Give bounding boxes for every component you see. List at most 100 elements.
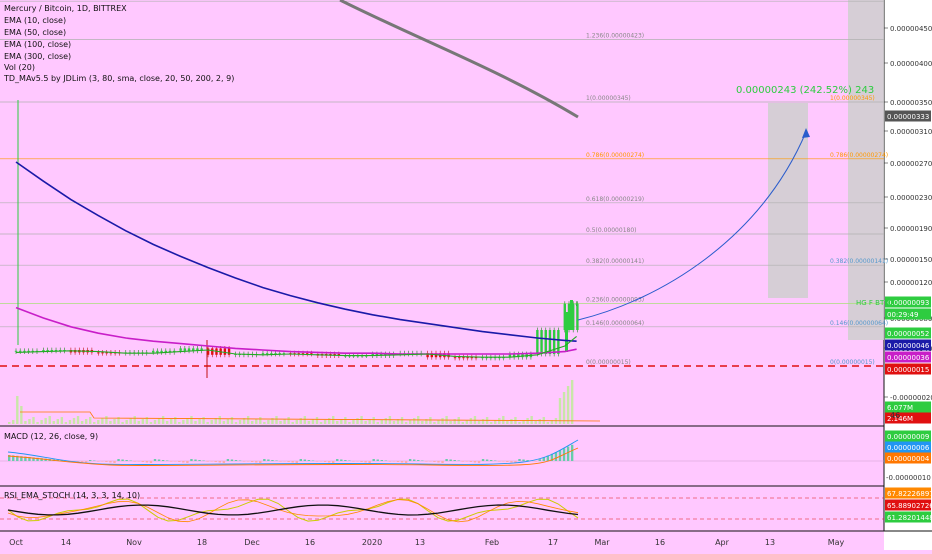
- volume-bar: [154, 420, 156, 424]
- volume-bar: [263, 422, 265, 424]
- volume-bar: [283, 419, 285, 424]
- time-axis-label: 18: [197, 538, 207, 547]
- volume-bar: [211, 420, 213, 424]
- candle-body: [262, 353, 264, 354]
- volume-bar: [190, 416, 192, 424]
- volume-bar: [364, 421, 366, 424]
- volume-bar: [571, 380, 573, 424]
- volume-bar: [462, 422, 464, 424]
- macd-histogram-bar: [267, 460, 269, 462]
- fib-label: 1.236(0.00000423): [586, 33, 644, 40]
- volume-bar: [109, 421, 111, 424]
- volume-bar: [255, 419, 257, 424]
- indicator-label: EMA (300, close): [4, 52, 71, 61]
- macd-histogram-bar: [466, 461, 468, 462]
- macd-histogram-bar: [194, 460, 196, 462]
- volume-bar: [567, 386, 569, 424]
- macd-histogram-bar: [81, 461, 83, 462]
- volume-bar: [170, 419, 172, 424]
- macd-histogram-bar: [458, 461, 460, 462]
- candle-body: [454, 357, 456, 358]
- volume-bar: [247, 416, 249, 424]
- volume-bar: [526, 418, 528, 424]
- candle-body: [575, 304, 577, 305]
- macd-histogram-bar: [478, 461, 480, 463]
- macd-histogram-bar: [150, 461, 152, 463]
- macd-histogram-bar: [215, 461, 217, 462]
- volume-bar: [69, 420, 71, 424]
- macd-histogram-bar: [510, 461, 512, 463]
- volume-bar: [105, 416, 107, 424]
- macd-histogram-bar: [97, 461, 99, 462]
- macd-histogram-bar: [308, 460, 310, 461]
- volume-bar: [8, 422, 10, 424]
- indicator-label: EMA (100, close): [4, 40, 71, 49]
- candle-body: [15, 351, 17, 352]
- macd-histogram-bar: [506, 461, 508, 462]
- macd-histogram-bar: [373, 459, 375, 461]
- macd-histogram-bar: [259, 461, 261, 463]
- macd-histogram-bar: [437, 461, 439, 463]
- volume-axis-tick: 46: [890, 411, 900, 420]
- price-tick-label: 0.00000270: [890, 160, 932, 168]
- price-axis-background: [884, 0, 932, 550]
- volume-bar: [498, 418, 500, 424]
- rsi-title: RSI_EMA_STOCH (14, 3, 3, 14, 10): [4, 491, 140, 500]
- macd-histogram-bar: [409, 459, 411, 461]
- rsi-badge-label: 65.88902726: [887, 502, 932, 510]
- macd-histogram-bar: [494, 461, 496, 462]
- candle-body: [46, 350, 48, 351]
- volume-bar: [130, 418, 132, 424]
- volume-bar: [158, 418, 160, 424]
- macd-histogram-bar: [397, 461, 399, 462]
- macd-histogram-bar: [316, 461, 318, 462]
- macd-histogram-bar: [490, 460, 492, 461]
- macd-histogram-bar: [134, 461, 136, 462]
- macd-histogram-bar: [247, 461, 249, 462]
- volume-bar: [385, 418, 387, 424]
- volume-bar: [539, 419, 541, 424]
- macd-histogram-bar: [486, 460, 488, 462]
- volume-bar: [162, 416, 164, 424]
- macd-histogram-bar: [162, 460, 164, 461]
- macd-histogram-bar: [142, 461, 144, 462]
- time-axis-label: May: [828, 538, 845, 547]
- macd-histogram-bar: [202, 461, 204, 462]
- macd-histogram-bar: [498, 461, 500, 462]
- candle-body: [228, 348, 230, 354]
- volume-bar: [89, 417, 91, 424]
- volume-bar: [441, 418, 443, 424]
- volume-bar: [409, 420, 411, 424]
- indicator-label: TD_MAv5.5 by JDLim (3, 80, sma, close, 2…: [3, 74, 234, 83]
- macd-histogram-bar: [251, 461, 253, 462]
- volume-bar: [202, 417, 204, 424]
- volume-bar: [530, 416, 532, 424]
- macd-histogram-bar: [567, 447, 569, 461]
- macd-histogram-bar: [449, 460, 451, 462]
- macd-histogram-bar: [429, 461, 431, 462]
- macd-histogram-bar: [263, 459, 265, 461]
- macd-histogram-bar: [312, 461, 314, 462]
- volume-bar: [502, 416, 504, 424]
- macd-histogram-bar: [105, 461, 107, 462]
- volume-bar: [373, 417, 375, 424]
- volume-bar: [332, 416, 334, 424]
- volume-bar: [32, 417, 34, 424]
- fib-right-label: 0.786(0.00000274): [830, 152, 888, 159]
- volume-bar: [134, 416, 136, 424]
- volume-bar: [344, 417, 346, 424]
- time-axis-label: 14: [61, 538, 71, 547]
- price-badge-label: 0.00000036: [887, 354, 930, 362]
- volume-bar: [506, 421, 508, 424]
- price-tick-label: 0.00000230: [890, 194, 932, 202]
- macd-histogram-bar: [287, 461, 289, 462]
- volume-bar: [231, 417, 233, 424]
- volume-bar: [413, 418, 415, 424]
- fib-label: 0(0.00000015): [586, 359, 631, 366]
- macd-histogram-bar: [279, 461, 281, 462]
- volume-bar: [547, 422, 549, 424]
- volume-bar: [401, 417, 403, 424]
- chart-title: Mercury / Bitcoin, 1D, BITTREX: [4, 4, 127, 13]
- candle-body: [568, 304, 570, 330]
- rsi-badge-label: 67.82226897: [887, 490, 932, 498]
